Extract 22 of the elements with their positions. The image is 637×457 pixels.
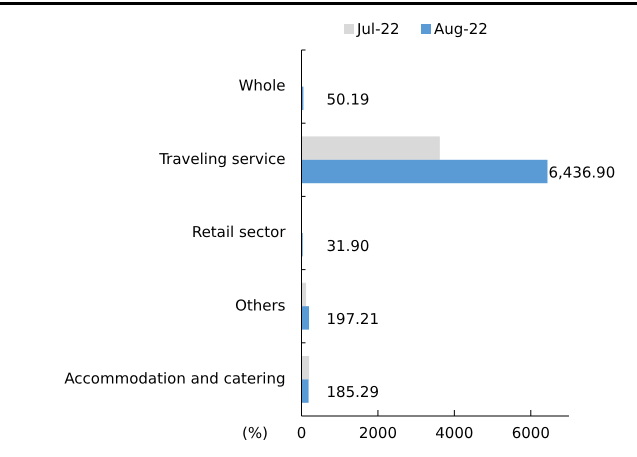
bar [302, 160, 548, 184]
legend-label: Aug-22 [434, 20, 488, 38]
bar [302, 379, 309, 403]
y-tick-label: Traveling service [158, 150, 286, 168]
data-label: 50.19 [326, 90, 370, 108]
y-tick-label: Others [235, 296, 286, 314]
x-axis-title: (%) [242, 424, 268, 442]
x-tick-label: 6000 [512, 424, 550, 442]
legend-label: Jul-22 [356, 20, 400, 38]
x-tick-label: 4000 [435, 424, 474, 442]
x-tick-label: 2000 [358, 424, 398, 442]
y-tick-label: Accommodation and catering [64, 369, 286, 388]
data-label: 197.21 [326, 310, 379, 328]
y-tick-label: Retail sector [192, 223, 286, 242]
bar [302, 306, 310, 330]
data-label: 185.29 [326, 383, 379, 402]
data-label: 31.90 [326, 236, 370, 255]
x-tick-label: 0 [296, 424, 306, 442]
bar [302, 136, 440, 160]
data-label: 6,436.90 [548, 164, 616, 182]
bar [302, 356, 310, 380]
y-tick-label: Whole [238, 76, 286, 95]
